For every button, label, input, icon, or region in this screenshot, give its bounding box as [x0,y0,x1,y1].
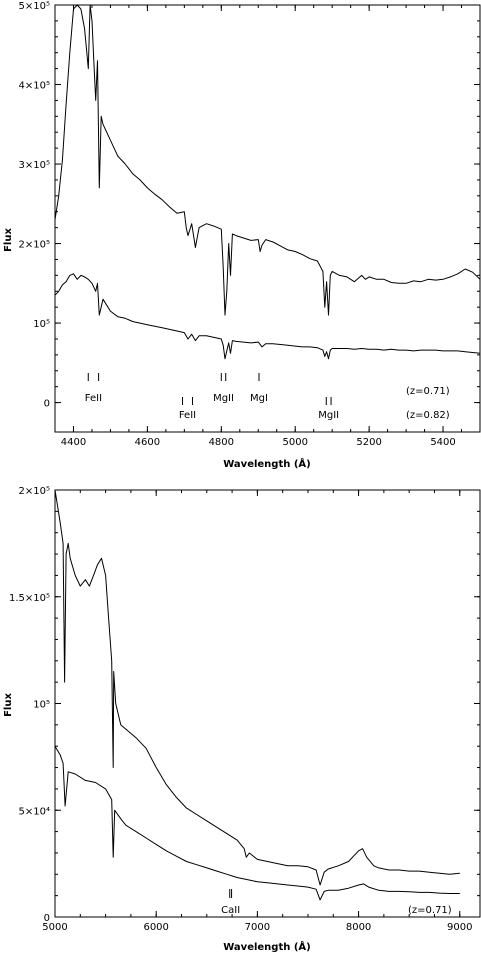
bottom-x-ticks: 5000 6000 7000 8000 9000 [42,490,472,933]
line-marker-label: FeII [85,393,102,404]
chart-top: 4400 4600 4800 5000 5200 5400 0 10⁵ 2×10⁵ 3×10⁵ 4… [3,1,481,470]
y-tick-label: 1.5×10⁵ [9,593,50,604]
bottom-x-axis-label: Wavelength (Å) [223,940,310,953]
x-tick-label: 5000 [42,922,67,933]
bottom-plot-frame [54,489,481,918]
y-tick-label: 0 [44,913,50,924]
spectrum-line-2 [54,745,460,901]
top-y-axis-label: Flux [3,228,14,252]
line-marker-label: MgII [213,393,234,404]
spectrum-line-1 [54,4,481,316]
y-tick-label: 10⁵ [33,319,50,330]
y-tick-label: 2×10⁵ [19,240,50,251]
x-tick-label: 5400 [430,437,455,448]
y-tick-label: 5×10⁴ [19,806,50,817]
x-tick-label: 6000 [143,922,168,933]
chart-bottom: 5000 6000 7000 8000 9000 0 5×10⁴ 10⁵ 1.5×10⁵ 2×1… [3,486,481,953]
x-tick-label: 4800 [209,437,234,448]
top-plot-frame [54,4,481,433]
line-marker-label: FeII [179,410,196,421]
top-x-ticks: 4400 4600 4800 5000 5200 5400 [54,5,481,448]
top-line-markers: FeII FeII MgII MgI MgII [85,373,339,421]
top-annotation-z071: (z=0.71) [406,386,450,397]
bottom-line-markers: CaII [221,889,240,916]
y-tick-label: 3×10⁵ [19,160,50,171]
line-marker-label: MgI [250,393,268,404]
line-marker-label: MgII [318,410,339,421]
bottom-y-axis-label: Flux [3,693,14,717]
x-tick-label: 4600 [135,437,160,448]
bottom-annotation-z071: (z=0.71) [408,905,452,916]
top-series [54,4,481,360]
y-tick-label: 5×10⁵ [19,1,50,12]
top-y-ticks: 0 10⁵ 2×10⁵ 3×10⁵ 4×10⁵ 5×10⁵ [19,1,480,410]
x-tick-label: 8000 [346,922,371,933]
x-tick-label: 5200 [356,437,381,448]
y-tick-label: 0 [44,399,50,410]
y-tick-label: 2×10⁵ [19,486,50,497]
top-annotation-z082: (z=0.82) [406,410,450,421]
spectrum-line-1 [54,489,460,886]
x-tick-label: 5000 [282,437,307,448]
x-tick-label: 4400 [61,437,86,448]
line-marker-label: CaII [221,905,240,916]
x-tick-label: 7000 [245,922,270,933]
y-tick-label: 10⁵ [33,700,50,711]
bottom-y-ticks: 0 5×10⁴ 10⁵ 1.5×10⁵ 2×10⁵ [9,486,480,924]
bottom-series [54,489,460,901]
y-tick-label: 4×10⁵ [19,81,50,92]
spectrum-line-2 [54,273,481,360]
x-tick-label: 9000 [447,922,472,933]
top-x-axis-label: Wavelength (Å) [223,457,310,470]
